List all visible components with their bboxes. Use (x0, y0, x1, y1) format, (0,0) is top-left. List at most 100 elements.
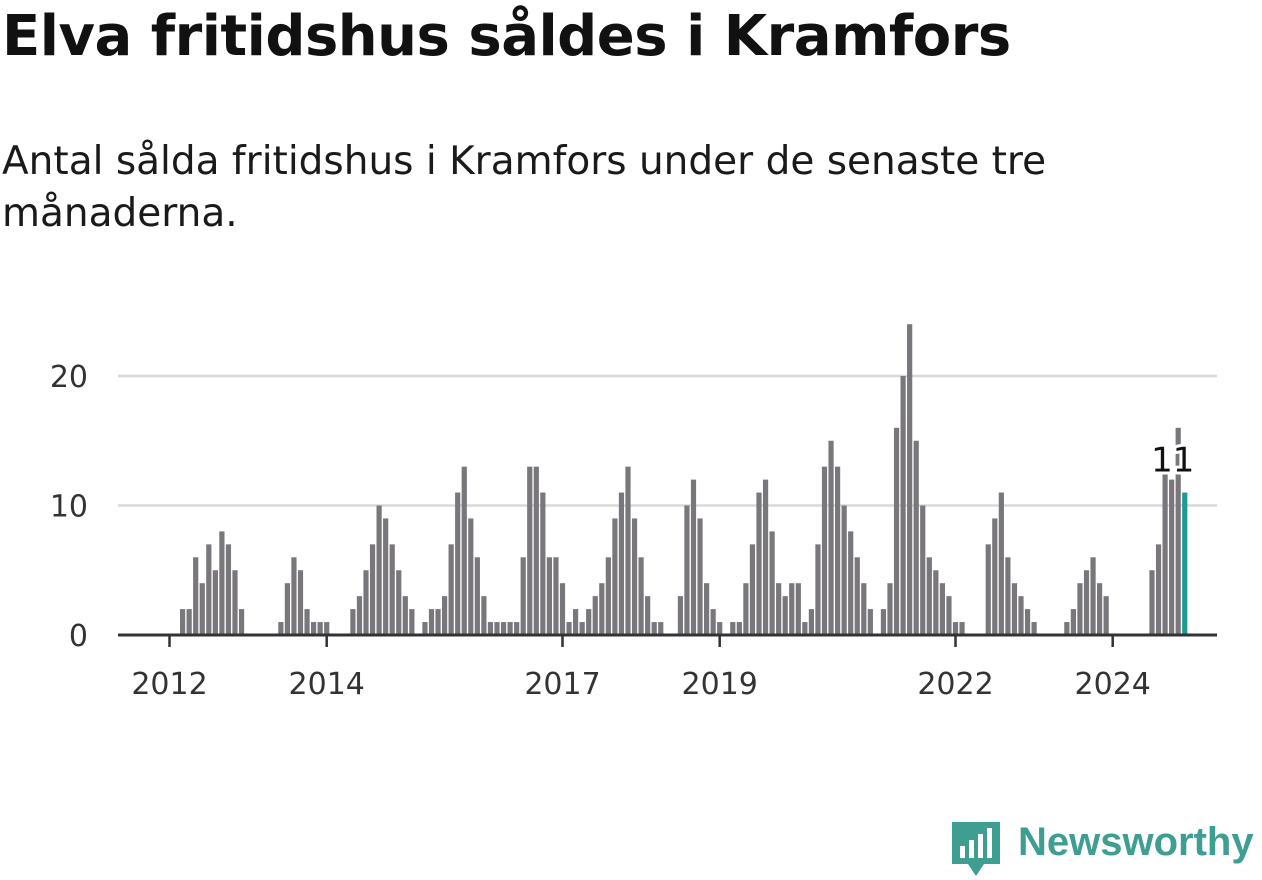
bar (835, 466, 841, 635)
bar (369, 544, 376, 635)
y-tick-label: 20 (50, 360, 88, 395)
bar (1070, 609, 1076, 635)
bar (396, 570, 402, 635)
bar (841, 505, 847, 635)
bar (959, 622, 965, 635)
bar (1064, 622, 1070, 635)
y-axis-ticks: 0 10 20 (50, 360, 88, 654)
bar (559, 583, 566, 635)
bar (1103, 596, 1109, 635)
bar (985, 544, 991, 635)
chart-title: Elva fritidshus såldes i Kramfors (2, 4, 1011, 69)
y-tick-label: 10 (50, 490, 88, 525)
bar (481, 596, 487, 635)
bar (854, 557, 860, 635)
bar (219, 531, 225, 635)
bar (743, 583, 749, 635)
newsworthy-logo-icon (952, 822, 1000, 876)
bar (1097, 583, 1103, 635)
bar (795, 583, 801, 635)
bar (992, 518, 998, 635)
bar (455, 492, 461, 635)
bar-highlight (1182, 492, 1188, 635)
bar (520, 557, 526, 635)
bar (1162, 466, 1168, 635)
bar (507, 622, 513, 635)
bar (625, 466, 631, 635)
bar (428, 609, 435, 635)
bar (946, 596, 952, 635)
bar (474, 557, 480, 635)
bar (861, 583, 867, 635)
bar (238, 609, 245, 635)
bar (206, 544, 212, 635)
bar (710, 609, 716, 635)
bar (749, 544, 756, 635)
bar (193, 557, 199, 635)
last-value-label-halo: 11 (1151, 441, 1194, 481)
bar (442, 596, 448, 635)
bar (1155, 544, 1162, 635)
bar (907, 324, 913, 635)
bar (284, 583, 290, 635)
bar (212, 570, 218, 635)
bar (297, 570, 304, 635)
bar (311, 622, 317, 635)
bar (232, 570, 238, 635)
bar (324, 622, 330, 635)
newsworthy-logo-text: Newsworthy (1018, 820, 1254, 864)
bar (913, 440, 919, 635)
bar (684, 505, 690, 635)
bar (1149, 570, 1155, 635)
bar (356, 596, 363, 635)
bar (821, 466, 828, 635)
bar (697, 518, 703, 635)
bar (448, 544, 454, 635)
bar (776, 583, 782, 635)
bar (1024, 609, 1031, 635)
bar (186, 609, 192, 635)
x-tick-label: 2014 (289, 667, 365, 702)
bar (225, 544, 232, 635)
bar (592, 596, 598, 635)
bar (389, 544, 395, 635)
x-tick-label: 2022 (917, 667, 993, 702)
bar (533, 466, 539, 635)
bar (599, 583, 605, 635)
bar (651, 622, 657, 635)
bar (1031, 622, 1037, 635)
x-tick-label: 2017 (524, 667, 600, 702)
bar (828, 440, 834, 635)
x-axis-ticks: 2012 2014 2017 2019 2022 2024 (131, 635, 1151, 702)
bar (553, 557, 559, 635)
bar (848, 531, 854, 635)
bar (880, 609, 887, 635)
bar (579, 622, 585, 635)
bar (180, 609, 186, 635)
bar (304, 609, 310, 635)
bar (1175, 427, 1181, 635)
bar (789, 583, 795, 635)
bar (618, 492, 625, 635)
bar (887, 583, 893, 635)
bar (631, 518, 638, 635)
x-tick-label: 2019 (682, 667, 758, 702)
bars (180, 324, 1188, 635)
bar (933, 570, 939, 635)
bar (802, 622, 808, 635)
bar (468, 518, 474, 635)
y-tick-label: 0 (69, 619, 88, 654)
bar (514, 622, 520, 635)
bar (769, 531, 775, 635)
x-tick-label: 2024 (1075, 667, 1151, 702)
bar (756, 492, 762, 635)
bar (900, 376, 906, 635)
bar (893, 427, 900, 635)
bar (605, 557, 611, 635)
bar (422, 622, 428, 635)
bar (952, 622, 959, 635)
bar (736, 622, 742, 635)
bar (1077, 583, 1083, 635)
bar (586, 609, 592, 635)
bar (573, 609, 579, 635)
